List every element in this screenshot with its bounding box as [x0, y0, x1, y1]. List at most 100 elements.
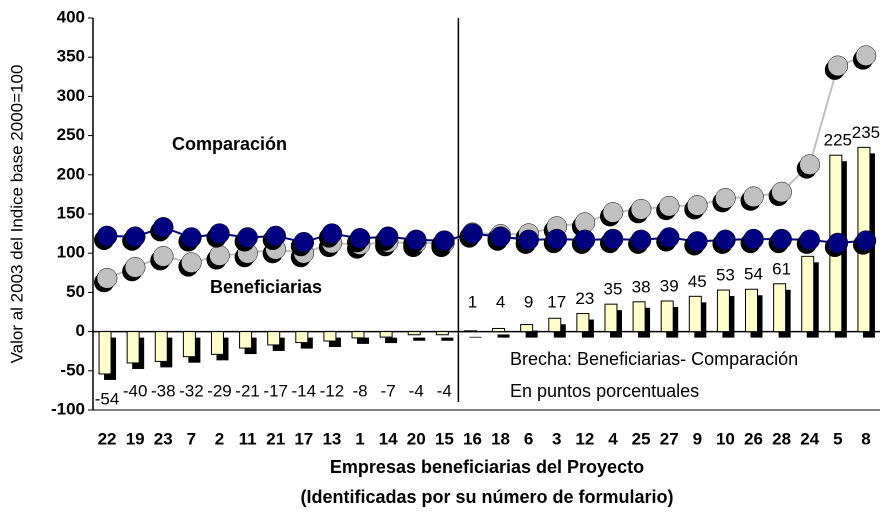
x-tick-label: 5: [833, 429, 842, 448]
data-label: -21: [235, 381, 260, 400]
bar-shadow: [413, 337, 426, 341]
data-label: 45: [688, 272, 707, 291]
x-tick-label: 20: [407, 429, 426, 448]
data-label: 39: [660, 277, 679, 296]
point: [181, 227, 202, 248]
point: [855, 45, 877, 66]
x-tick-label: 27: [660, 429, 679, 448]
point: [490, 226, 511, 247]
point: [855, 230, 877, 251]
bar: [716, 289, 730, 333]
x-tick-label: 9: [693, 429, 702, 448]
bar: [745, 288, 759, 333]
y-tick-label: 250: [57, 125, 85, 144]
y-axis-title: Valor al 2003 del Indice base 2000=100: [7, 65, 26, 364]
point: [405, 229, 427, 251]
data-label: -14: [292, 381, 317, 400]
bar: [773, 283, 787, 333]
x-tick-label: 3: [552, 429, 561, 448]
x-tick-label: 14: [379, 429, 398, 448]
data-label: -7: [381, 381, 396, 400]
bar: [801, 255, 815, 333]
point: [181, 252, 202, 273]
data-label: -38: [151, 381, 176, 400]
line: [107, 226, 867, 245]
bar-shadow: [300, 337, 313, 349]
point: [293, 231, 315, 253]
x-tick-label: 23: [154, 429, 173, 448]
point: [771, 228, 792, 250]
x-tick-label: 24: [800, 429, 819, 448]
point: [602, 228, 624, 250]
y-tick-label: 150: [57, 203, 85, 222]
bar-shadow: [525, 330, 538, 338]
x-tick-label: 17: [294, 429, 313, 448]
data-label: 17: [547, 292, 566, 311]
point: [630, 199, 652, 220]
data-label: 35: [604, 280, 623, 299]
y-tick-label: -100: [51, 399, 85, 418]
point: [771, 181, 792, 203]
data-label: 38: [632, 277, 651, 296]
point: [602, 202, 624, 223]
point: [743, 186, 764, 208]
x-axis-title: Empresas beneficiarias del Proyecto: [330, 457, 644, 477]
data-label: 1: [468, 292, 477, 311]
point: [377, 226, 399, 247]
data-label: 54: [744, 265, 763, 284]
data-label: 235: [852, 123, 880, 142]
point: [462, 223, 483, 244]
point: [321, 223, 343, 244]
y-tick-label: 300: [57, 86, 85, 105]
x-axis-subtitle: (Identificadas por su número de formular…: [300, 487, 673, 507]
bar: [98, 331, 112, 375]
point: [687, 195, 708, 216]
point: [546, 228, 568, 250]
line: [106, 54, 867, 280]
y-tick-label: -50: [60, 360, 85, 379]
point: [715, 229, 736, 251]
annotation: Brecha: Beneficiarias- Comparación: [510, 349, 798, 369]
data-label: -4: [437, 381, 452, 400]
x-tick-label: 26: [744, 429, 763, 448]
bar: [239, 331, 253, 349]
point: [574, 229, 596, 251]
bar: [210, 331, 224, 355]
bar-shadow: [328, 337, 341, 348]
bar-shadow: [469, 336, 482, 338]
y-tick-label: 0: [76, 321, 85, 340]
bar: [660, 300, 674, 333]
point: [658, 195, 680, 217]
data-label: 9: [524, 292, 533, 311]
bar: [435, 331, 449, 336]
point: [827, 232, 849, 254]
data-label: -4: [409, 381, 424, 400]
bar-shadow: [357, 337, 370, 344]
point: [799, 229, 820, 251]
data-label: -40: [123, 381, 148, 400]
y-tick-label: 400: [57, 7, 85, 26]
data-label: -17: [263, 381, 288, 400]
x-tick-label: 21: [266, 429, 285, 448]
x-tick-label: 25: [632, 429, 651, 448]
bar: [632, 301, 646, 333]
point: [153, 217, 174, 238]
y-tick-label: 100: [57, 243, 85, 262]
point: [349, 228, 371, 249]
data-label: 225: [824, 131, 852, 150]
x-tick-label: 22: [98, 429, 117, 448]
annotation: En puntos porcentuales: [510, 381, 699, 401]
point: [715, 188, 736, 209]
data-label: 4: [496, 292, 505, 311]
x-tick-label: 4: [608, 429, 618, 448]
annotation: Comparación: [172, 134, 287, 154]
x-tick-label: 6: [524, 429, 533, 448]
bar-shadow: [385, 337, 398, 344]
point: [124, 226, 146, 247]
bar: [351, 331, 365, 339]
x-tick-label: 10: [716, 429, 735, 448]
annotation: Beneficiarias: [210, 277, 322, 297]
